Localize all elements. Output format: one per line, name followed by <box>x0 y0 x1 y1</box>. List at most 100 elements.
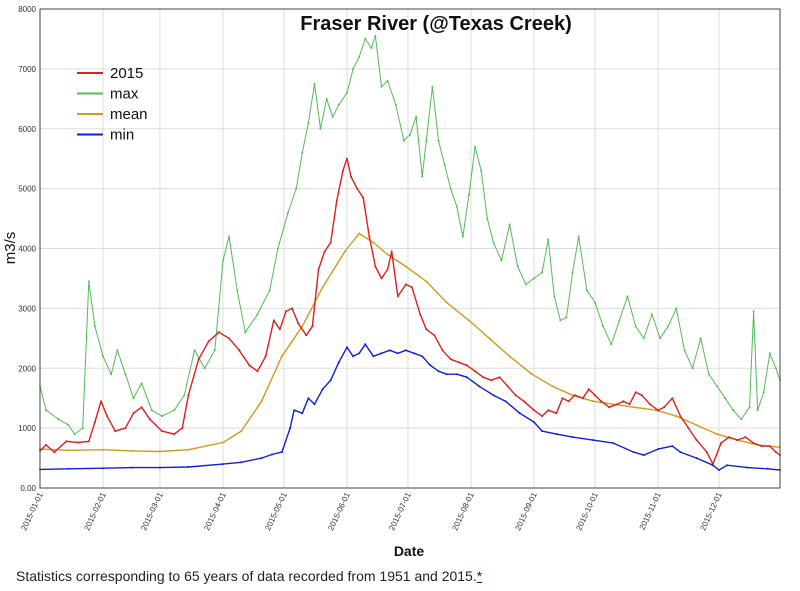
series-point-max <box>618 319 621 322</box>
series-point-max <box>492 241 495 244</box>
series-point-min <box>321 388 324 391</box>
series-point-2015 <box>419 313 422 316</box>
series-point-mean <box>386 253 389 256</box>
series-point-max <box>374 34 377 37</box>
series-point-max <box>724 397 727 400</box>
series-point-2015 <box>285 310 287 313</box>
series-point-min <box>102 467 104 470</box>
series-point-min <box>766 467 769 470</box>
series-point-max <box>352 67 355 70</box>
series-point-min <box>518 412 521 415</box>
series-point-max <box>132 397 135 400</box>
series-point-2015 <box>514 394 517 397</box>
series-point-min <box>437 370 440 373</box>
series-point-mean <box>187 448 190 451</box>
series-point-min <box>240 461 243 464</box>
series-point-max <box>516 265 519 268</box>
series-point-2015 <box>648 403 651 406</box>
series-point-max <box>524 283 527 286</box>
series-point-2015 <box>522 400 525 403</box>
series-point-2015 <box>305 334 308 337</box>
series-point-2015 <box>272 319 275 322</box>
series-point-max <box>533 277 535 280</box>
series-point-mean <box>222 441 224 444</box>
series-point-2015 <box>311 325 314 328</box>
y-tick-label: 1000 <box>18 424 36 433</box>
series-point-min <box>364 343 367 346</box>
series-point-2015 <box>441 349 444 352</box>
series-point-max <box>634 325 637 328</box>
series-point-mean <box>280 355 283 358</box>
footnote-text: Statistics corresponding to 65 years of … <box>16 568 477 584</box>
series-point-min <box>718 469 720 471</box>
series-point-max <box>571 271 574 274</box>
series-point-max <box>110 373 113 376</box>
series-point-mean <box>445 301 448 304</box>
series-point-2015 <box>350 175 352 178</box>
series-point-max <box>193 349 196 352</box>
series-point-2015 <box>720 442 722 445</box>
series-point-min <box>337 361 340 364</box>
series-point-min <box>67 467 70 470</box>
series-point-min <box>301 412 304 415</box>
series-point-max <box>468 193 470 196</box>
series-point-2015 <box>335 199 338 202</box>
series-point-max <box>222 259 224 262</box>
series-point-2015 <box>390 250 393 253</box>
series-point-2015 <box>587 388 590 391</box>
series-point-max <box>236 289 239 292</box>
series-point-min <box>555 433 558 436</box>
series-point-2015 <box>600 400 603 403</box>
series-point-min <box>671 445 674 448</box>
series-point-2015 <box>278 328 281 331</box>
series-point-max <box>346 91 348 94</box>
series-point-2015 <box>555 412 558 415</box>
y-tick-label: 3000 <box>18 304 36 313</box>
series-point-max <box>650 313 653 316</box>
series-point-max <box>73 433 76 436</box>
series-point-2015 <box>561 397 564 400</box>
series-point-min <box>388 349 391 352</box>
series-point-max <box>183 394 186 397</box>
series-point-mean <box>716 433 718 436</box>
y-tick-label: 0.00 <box>20 484 36 493</box>
series-point-2015 <box>297 322 300 325</box>
series-point-max <box>150 409 153 412</box>
series-point-max <box>313 82 316 85</box>
series-point-2015 <box>173 433 176 436</box>
series-point-2015 <box>533 409 535 412</box>
series-point-max <box>386 79 389 82</box>
series-point-2015 <box>628 403 631 406</box>
legend: 2015 max mean min <box>77 65 148 144</box>
series-point-2015 <box>65 440 68 443</box>
series-point-max <box>244 331 247 334</box>
series-point-min <box>746 466 749 469</box>
series-point-2015 <box>622 400 625 403</box>
series-point-max <box>500 259 503 262</box>
series-point-max <box>325 97 328 100</box>
series-point-max <box>140 382 143 385</box>
series-point-min <box>313 403 316 406</box>
series-point-min <box>571 436 574 439</box>
series-point-mean <box>571 394 574 397</box>
series-point-max <box>276 247 279 250</box>
series-point-max <box>626 295 629 298</box>
series-point-max <box>409 133 411 136</box>
series-point-max <box>541 271 544 274</box>
chart-title: Fraser River (@Texas Creek) <box>300 13 572 35</box>
series-point-2015 <box>356 187 359 190</box>
series-point-2015 <box>207 340 210 343</box>
series-point-2015 <box>498 376 501 379</box>
series-point-max <box>93 325 96 328</box>
series-point-2015 <box>541 415 544 418</box>
series-point-mean <box>404 265 407 268</box>
series-point-max <box>228 235 231 238</box>
series-point-max <box>161 415 163 418</box>
series-point-min <box>270 453 273 456</box>
series-point-2015 <box>148 418 151 421</box>
series-point-max <box>431 85 434 88</box>
footnote-link[interactable]: * <box>476 568 483 584</box>
series-point-max <box>559 319 562 322</box>
series-point-mean <box>321 286 324 289</box>
series-point-min <box>642 454 645 457</box>
